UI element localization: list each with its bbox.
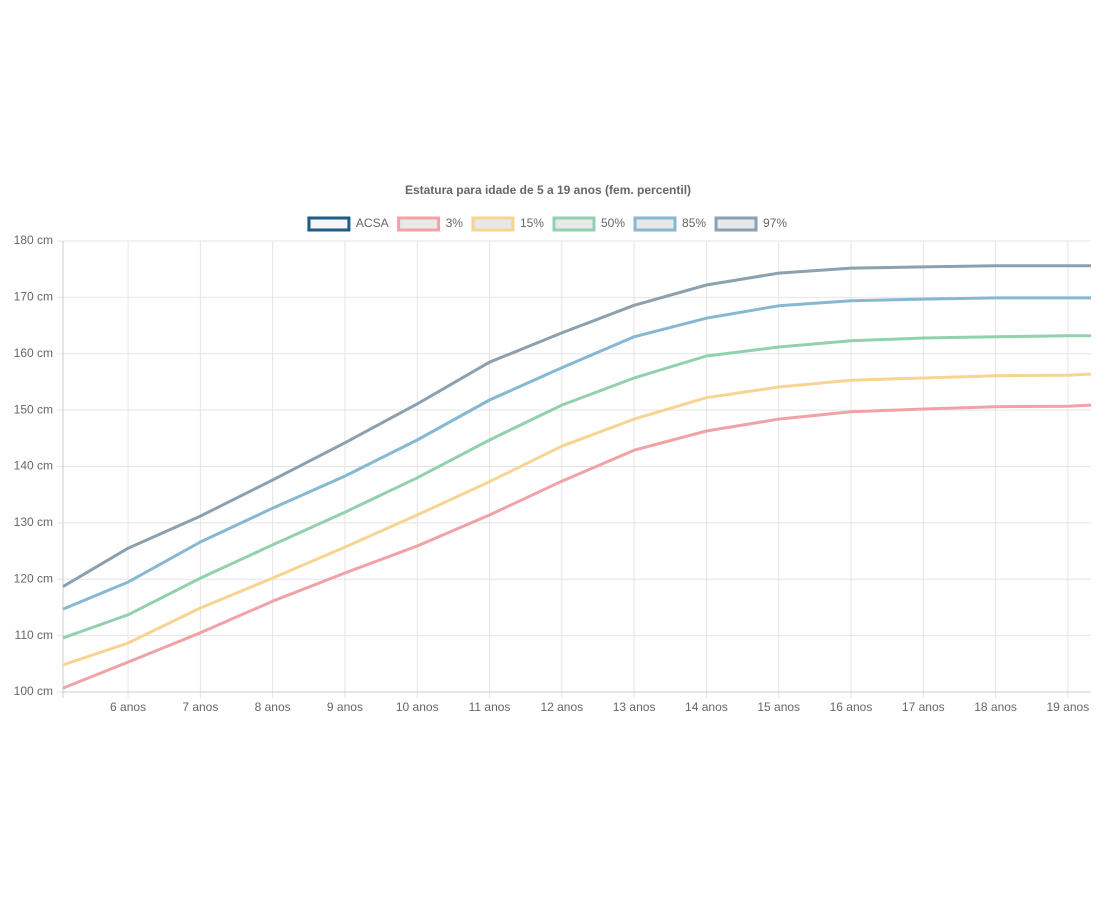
legend-label: 97%: [763, 216, 787, 230]
legend-label: 3%: [446, 216, 464, 230]
x-tick-label: 9 anos: [327, 700, 363, 714]
y-tick-label: 170 cm: [14, 290, 53, 304]
x-tick-label: 18 anos: [974, 700, 1017, 714]
x-tick-label: 10 anos: [396, 700, 439, 714]
legend-label: ACSA: [356, 216, 389, 230]
y-tick-label: 120 cm: [14, 571, 53, 585]
series-line: [62, 334, 1091, 640]
legend-swatch: [307, 216, 351, 232]
x-tick-label: 19 anos: [1047, 700, 1090, 714]
legend-item: 3%: [397, 216, 464, 232]
legend-item: 97%: [714, 216, 787, 232]
series-line: [62, 264, 1091, 588]
x-tick-label: 11 anos: [469, 700, 511, 714]
x-tick-label: 17 anos: [902, 700, 945, 714]
chart-title: Estatura para idade de 5 a 19 anos (fem.…: [405, 183, 691, 197]
x-tick-label: 8 anos: [255, 700, 291, 714]
x-tick-label: 16 anos: [830, 700, 873, 714]
legend-item: 50%: [552, 216, 625, 232]
x-tick-label: 15 anos: [757, 700, 800, 714]
legend-item: ACSA: [307, 216, 389, 232]
legend-item: 15%: [471, 216, 544, 232]
legend-label: 15%: [520, 216, 544, 230]
legend-swatch: [552, 216, 596, 232]
legend-item: 85%: [633, 216, 706, 232]
series-line: [62, 296, 1091, 611]
x-tick-label: 12 anos: [540, 700, 583, 714]
y-tick-label: 130 cm: [14, 515, 53, 529]
series-line: [62, 372, 1092, 667]
x-tick-label: 6 anos: [110, 700, 146, 714]
x-tick-label: 14 anos: [685, 700, 728, 714]
legend-swatch: [471, 216, 515, 232]
y-tick-label: 150 cm: [14, 402, 53, 416]
x-tick-label: 13 anos: [613, 700, 656, 714]
x-tick-label: 7 anos: [182, 700, 218, 714]
legend-swatch: [714, 216, 758, 232]
y-tick-label: 100 cm: [14, 684, 53, 698]
legend: ACSA 3% 15% 50% 85% 97%: [307, 216, 787, 232]
y-tick-label: 160 cm: [14, 346, 53, 360]
legend-swatch: [397, 216, 441, 232]
y-tick-label: 110 cm: [15, 628, 53, 642]
legend-label: 85%: [682, 216, 706, 230]
y-tick-label: 180 cm: [14, 233, 53, 247]
legend-label: 50%: [601, 216, 625, 230]
series-line: [62, 403, 1092, 690]
y-tick-label: 140 cm: [14, 459, 53, 473]
legend-swatch: [633, 216, 677, 232]
